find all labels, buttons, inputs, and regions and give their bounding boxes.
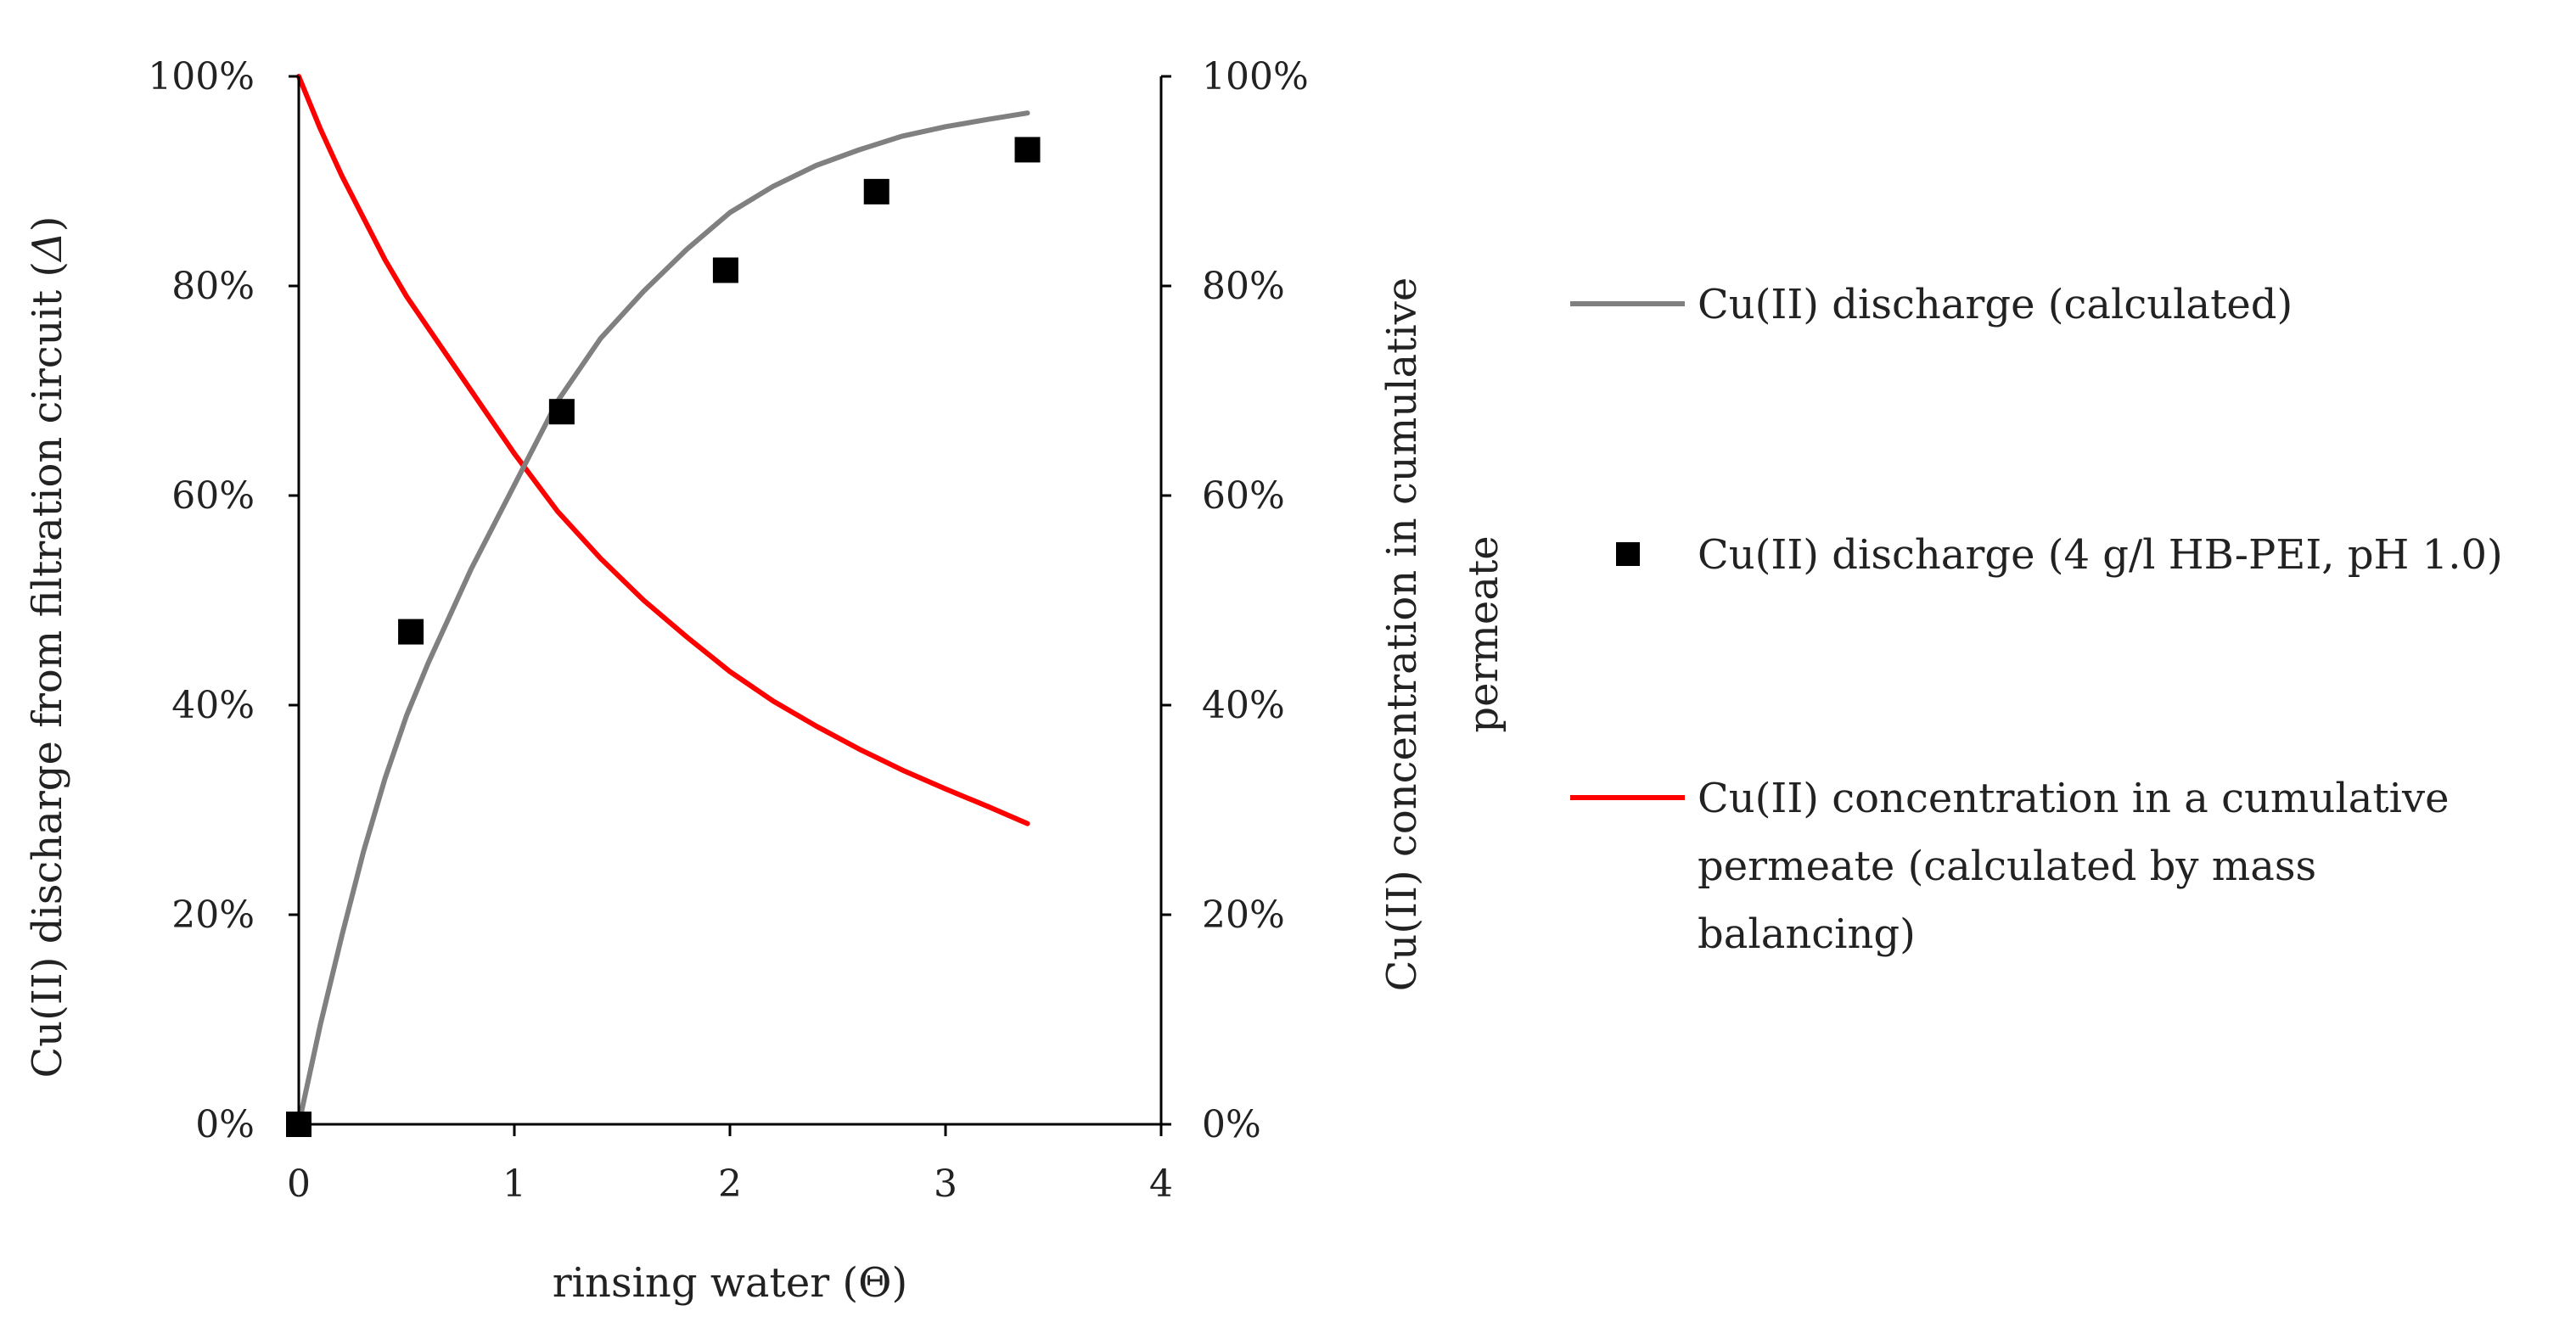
x-axis-title: rinsing water (Θ) — [553, 1259, 908, 1307]
measured-discharge-point — [863, 178, 890, 204]
legend-label-permeate-concentration-line2: permeate (calculated by mass — [1698, 843, 2316, 890]
x-tick-label: 3 — [934, 1162, 957, 1206]
x-tick-label: 0 — [287, 1162, 311, 1206]
y-left-tick-label: 0% — [195, 1103, 255, 1146]
x-axis-title-symbol: Θ — [858, 1259, 891, 1307]
series-calculated-discharge-line — [296, 110, 1030, 1127]
y-right-tick-label: 60% — [1202, 474, 1285, 518]
measured-discharge-point — [712, 257, 738, 283]
measured-discharge-point — [398, 619, 424, 645]
legend-label-permeate-concentration-line3: balancing) — [1698, 910, 1916, 958]
plot-area — [286, 74, 1041, 1137]
y-left-axis-title-symbol: Δ — [24, 232, 71, 263]
y-right-tick-label: 0% — [1202, 1103, 1261, 1146]
legend-label-measured-discharge: Cu(II) discharge (4 g/l HB-PEI, pH 1.0) — [1698, 531, 2503, 579]
y-right-tick-label: 40% — [1202, 684, 1285, 727]
axes: 0% 20% 40% 60% 80% 100% 0% 20% 40% 60% 80% 100% 0 1 2 3… — [24, 55, 1507, 1307]
y-left-tick-label: 60% — [171, 474, 255, 518]
x-tick-label: 1 — [502, 1162, 526, 1206]
legend-swatch-measured-discharge — [1616, 542, 1640, 566]
x-tick-label: 2 — [718, 1162, 742, 1206]
legend-label-calculated-discharge: Cu(II) discharge (calculated) — [1698, 281, 2293, 328]
legend: Cu(II) discharge (calculated) Cu(II) dis… — [1570, 281, 2503, 958]
measured-discharge-point — [548, 399, 575, 425]
y-right-axis-title-line1: Cu(II) concentration in cumulative — [1378, 277, 1426, 992]
y-left-tick-label: 80% — [171, 265, 255, 308]
y-left-tick-label: 100% — [148, 55, 255, 98]
y-left-tick-label: 40% — [171, 684, 255, 727]
x-tick-label: 4 — [1149, 1162, 1173, 1206]
y-right-tick-label: 20% — [1202, 893, 1285, 937]
measured-discharge-point — [1014, 137, 1041, 163]
legend-label-permeate-concentration-line1: Cu(II) concentration in a cumulative — [1698, 775, 2450, 822]
y-right-axis-title-line2: permeate — [1460, 535, 1507, 732]
series-permeate-concentration-line — [296, 74, 1030, 826]
y-left-axis-title: Cu(II) discharge from filtration circuit… — [24, 216, 71, 1078]
y-right-tick-label: 80% — [1202, 265, 1285, 308]
y-right-tick-label: 100% — [1202, 55, 1309, 98]
y-left-tick-label: 20% — [171, 893, 255, 937]
